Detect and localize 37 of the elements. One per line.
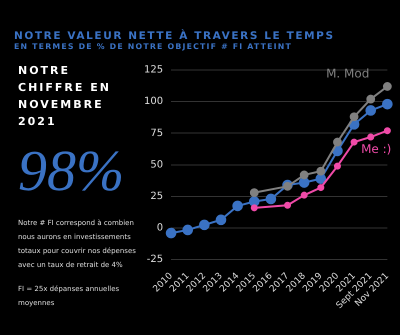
point [232,200,243,212]
point [199,220,210,230]
point [317,184,324,192]
point [382,98,393,110]
chart-title: NOTRE VALEUR NETTE À TRAVERS LE TEMPS [14,30,335,42]
series-label: Me :) [361,142,392,156]
y-tick-label: 25 [150,191,164,202]
y-tick-label: 100 [144,96,164,108]
point [333,138,342,146]
point [316,173,326,184]
point [298,177,310,188]
point [300,170,309,180]
point [250,204,258,212]
text: 98% [18,137,126,205]
point [266,194,276,204]
y-tick-label: 50 [150,159,164,170]
point [250,188,259,198]
point [365,105,376,116]
point [384,127,391,134]
point [300,192,308,199]
point [366,94,376,104]
point [316,166,326,176]
point [382,82,392,91]
y-tick-label: 125 [144,64,164,76]
point [284,202,292,209]
point [166,228,176,238]
point [334,162,341,170]
y-tick-label: 0 [156,222,164,234]
point [182,224,194,236]
point [367,134,374,141]
text: NOTRE CHIFFRE EN NOVEMBRE 2021 [18,63,112,130]
point [350,138,358,146]
y-tick-label: -25 [146,254,164,266]
point [216,214,226,226]
y-tick-label: 75 [150,128,164,139]
series-label: M. Mod [326,66,370,81]
point [350,112,358,122]
